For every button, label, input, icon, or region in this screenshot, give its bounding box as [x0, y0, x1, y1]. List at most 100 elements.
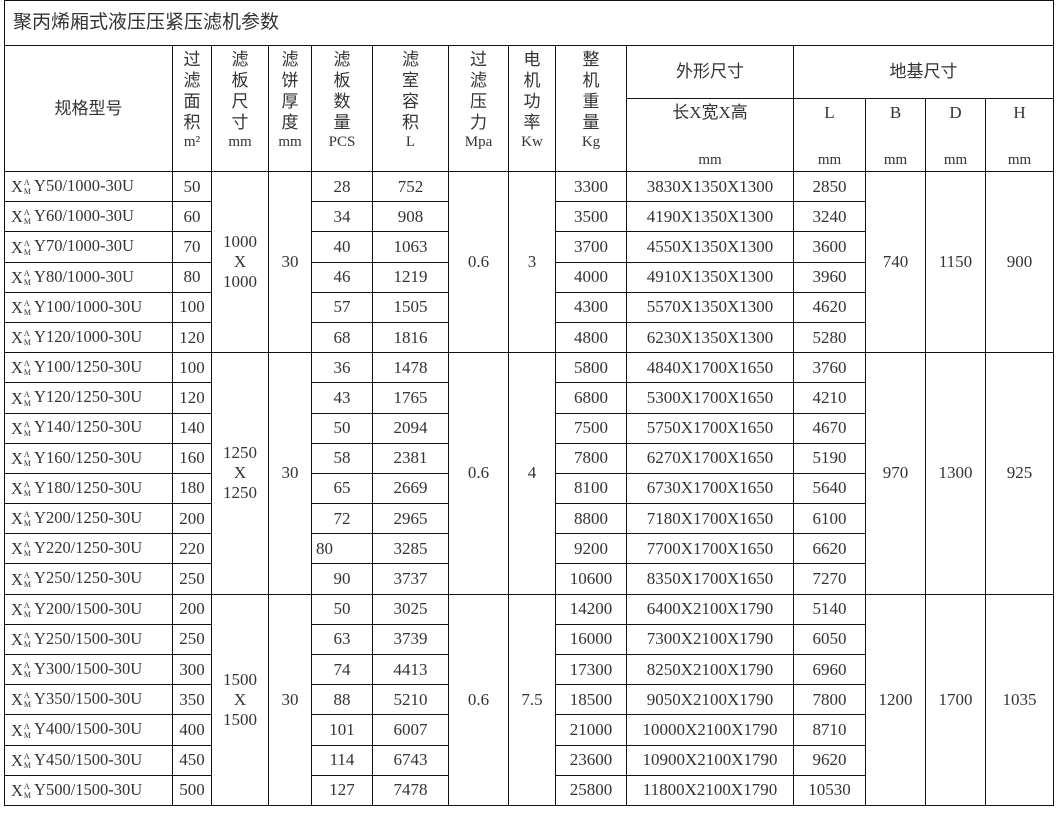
- model-code: Y400/1500-30U: [34, 719, 143, 739]
- plate-count-cell: 58: [311, 442, 373, 474]
- area-cell: 500: [172, 774, 212, 806]
- model-cell: X A M Y450/1500-30U: [4, 744, 173, 776]
- table-row: X A M Y250/1500-30U 250 63 3739 16000 7300X2100X…: [4, 623, 1054, 656]
- model-prefix-sup: A: [23, 631, 30, 641]
- outer-dimensions-cell: 9050X2100X1790: [626, 684, 794, 716]
- model-prefix-sup: A: [23, 208, 30, 218]
- area-cell: 120: [172, 382, 212, 414]
- weight-cell: 23600: [555, 744, 627, 776]
- model-prefix-sup: A: [23, 721, 30, 731]
- weight-cell: 14200: [555, 593, 627, 625]
- outer-dimensions-cell: 4550X1350X1300: [626, 231, 794, 263]
- outer-dimensions-cell: 6270X1700X1650: [626, 442, 794, 474]
- pressure-cell: 0.6: [448, 593, 509, 806]
- weight-cell: 4000: [555, 261, 627, 293]
- model-code: Y120/1000-30U: [34, 326, 143, 346]
- header-motor-power: 电机功率 Kw: [508, 45, 556, 172]
- area-cell: 200: [172, 593, 212, 625]
- header-outer-dimensions: 外形尺寸: [626, 45, 794, 99]
- header-weight: 整机重量 Kg: [555, 45, 627, 172]
- plate-size-line: 1000: [223, 232, 257, 252]
- model-code: Y100/1000-30U: [34, 296, 143, 316]
- outer-dimensions-cell: 4910X1350X1300: [626, 261, 794, 293]
- model-prefix-sup: A: [23, 751, 30, 761]
- plate-count-cell: 72: [311, 503, 373, 535]
- chamber-volume-cell: 908: [372, 201, 449, 233]
- header-lwh: 长X宽X高 mm: [626, 98, 794, 172]
- model-prefix-base: X: [11, 237, 23, 257]
- weight-cell: 7800: [555, 442, 627, 474]
- model-code: Y300/1500-30U: [34, 658, 143, 678]
- chamber-volume-cell: 3739: [372, 623, 449, 656]
- foundation-l-cell: 3760: [793, 352, 866, 384]
- weight-cell: 6800: [555, 382, 627, 414]
- motor-power-cell: 4: [508, 352, 556, 595]
- plate-count-cell: 43: [311, 382, 373, 414]
- foundation-b-cell: 1200: [865, 593, 926, 806]
- table-row: X A M Y160/1250-30U 160 58 2381 7800 6270X1700X1…: [4, 442, 1054, 474]
- model-code: Y140/1250-30U: [34, 417, 143, 437]
- header-model: 规格型号: [4, 45, 173, 172]
- table-row: X A M Y120/1000-30U 120 68 1816 4800 6230X1350X1…: [4, 321, 1054, 354]
- foundation-l-cell: 10530: [793, 774, 866, 806]
- model-prefix-base: X: [11, 630, 23, 650]
- table-row: X A M Y140/1250-30U 140 50 2094 7500 5750X1700X1…: [4, 412, 1054, 444]
- area-cell: 250: [172, 563, 212, 595]
- model-cell: X A M Y400/1500-30U: [4, 714, 173, 746]
- foundation-l-cell: 5640: [793, 472, 866, 505]
- plate-count-cell: 65: [311, 472, 373, 505]
- plate-size-line: 1500: [223, 669, 257, 689]
- plate-count-cell: 36: [311, 352, 373, 384]
- model-prefix-sup: A: [23, 600, 30, 610]
- area-cell: 70: [172, 231, 212, 263]
- weight-cell: 4800: [555, 321, 627, 354]
- foundation-l-cell: 6620: [793, 533, 866, 565]
- table-row: X A M Y200/1500-30U 200 1500 X 1500 30 50 3025 0.6 7…: [4, 593, 1055, 806]
- model-prefix-base: X: [11, 780, 23, 800]
- filter-press-spec-table: 聚丙烯厢式液压压紧压滤机参数 规格型号 过滤面积 m² 滤板尺寸 mm 滤饼厚度 mm…: [3, 0, 1055, 806]
- weight-cell: 3700: [555, 231, 627, 263]
- motor-power-cell: 3: [508, 170, 556, 354]
- chamber-volume-cell: 1219: [372, 261, 449, 293]
- outer-dimensions-cell: 11800X2100X1790: [626, 774, 794, 806]
- area-cell: 350: [172, 684, 212, 716]
- model-code: Y220/1250-30U: [34, 538, 143, 558]
- outer-dimensions-cell: 6730X1700X1650: [626, 472, 794, 505]
- model-code: Y120/1250-30U: [34, 387, 143, 407]
- pressure-cell: 0.6: [448, 352, 509, 595]
- foundation-l-cell: 3600: [793, 231, 866, 263]
- model-prefix-base: X: [11, 660, 23, 680]
- plate-count-cell: 28: [311, 170, 373, 203]
- weight-cell: 3500: [555, 201, 627, 233]
- model-cell: X A M Y120/1000-30U: [4, 321, 173, 354]
- model-code: Y200/1250-30U: [34, 508, 143, 528]
- cake-thickness-cell: 30: [268, 593, 312, 806]
- pressure-cell: 0.6: [448, 170, 509, 354]
- outer-dimensions-cell: 7300X2100X1790: [626, 623, 794, 656]
- model-code: Y160/1250-30U: [34, 447, 143, 467]
- model-prefix-base: X: [11, 720, 23, 740]
- weight-cell: 3300: [555, 170, 627, 203]
- foundation-d-cell: 1150: [925, 170, 986, 354]
- model-cell: X A M Y250/1250-30U: [4, 563, 173, 595]
- model-code: Y50/1000-30U: [34, 175, 134, 195]
- plate-size-line: 1500: [223, 709, 257, 729]
- model-code: Y350/1500-30U: [34, 689, 143, 709]
- outer-dimensions-cell: 5750X1700X1650: [626, 412, 794, 444]
- weight-cell: 7500: [555, 412, 627, 444]
- area-cell: 200: [172, 503, 212, 535]
- foundation-l-cell: 5280: [793, 321, 866, 354]
- model-prefix-sub: M: [23, 790, 32, 800]
- foundation-l-cell: 5190: [793, 442, 866, 474]
